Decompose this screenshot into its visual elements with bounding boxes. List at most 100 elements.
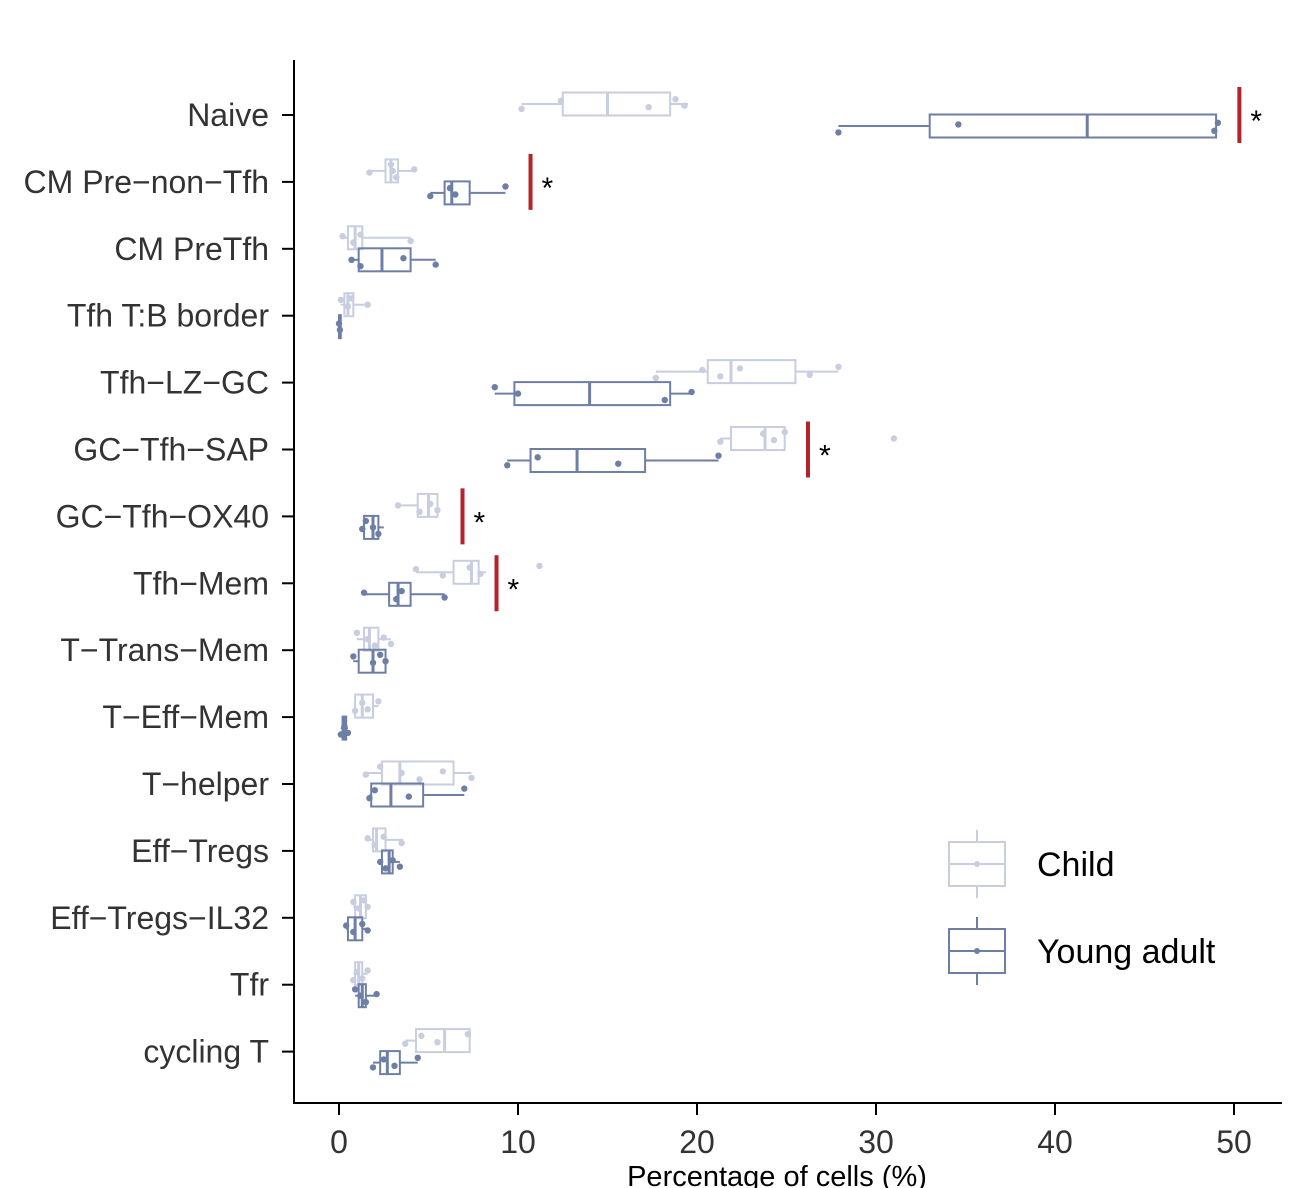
young-adult-point: [389, 857, 396, 864]
child-point: [699, 366, 706, 374]
young-adult-box: [513, 381, 672, 407]
child-point: [380, 833, 387, 840]
child-point: [736, 365, 744, 372]
young-adult-point: [461, 785, 468, 792]
young-adult-point: [382, 865, 389, 872]
young-adult-point: [441, 594, 448, 601]
x-tick-label: 0: [330, 1124, 348, 1160]
y-tick-label: Tfh−Mem: [133, 565, 269, 601]
young-adult-box: [379, 1050, 401, 1076]
child-point: [371, 841, 378, 848]
significance-marker: *: [1250, 105, 1262, 138]
child-point: [359, 975, 366, 982]
child-point: [890, 435, 898, 442]
significance-marker: *: [474, 506, 486, 539]
young-adult-point: [376, 858, 384, 866]
child-box: [372, 827, 387, 853]
child-point: [434, 507, 441, 514]
young-adult-point: [376, 651, 384, 658]
significance-marker: *: [508, 573, 520, 606]
child-point: [760, 430, 767, 437]
child-point: [418, 1032, 425, 1040]
category-group: [335, 292, 371, 340]
y-tick-label: CM Pre−non−Tfh: [24, 164, 269, 200]
y-tick-label: cycling T: [143, 1034, 269, 1070]
child-point: [350, 976, 357, 984]
child-point: [364, 967, 371, 974]
y-tick-label: Tfh T:B border: [67, 298, 270, 334]
young-adult-point: [452, 191, 459, 198]
ticks: Naive CM Pre−non−Tfh CM PreTfh Tfh T:B bord…: [24, 97, 1252, 1160]
x-tick-label: 40: [1037, 1124, 1073, 1160]
young-adult-point: [688, 388, 695, 396]
legend-key-point: [974, 948, 980, 954]
child-point: [416, 776, 423, 783]
young-adult-point: [344, 729, 352, 737]
category-group: *: [366, 153, 554, 210]
young-adult-point: [362, 517, 370, 525]
young-adult-point: [398, 587, 405, 595]
child-point: [360, 897, 368, 904]
young-adult-point: [369, 524, 377, 531]
young-adult-point: [364, 927, 371, 934]
young-adult-point: [359, 920, 366, 928]
child-point: [434, 1039, 441, 1046]
young-adult-point: [427, 192, 434, 200]
child-point: [672, 96, 679, 103]
young-adult-point: [955, 121, 962, 128]
plot-marks: * * * * *: [335, 87, 1262, 1076]
child-point: [353, 968, 361, 976]
young-adult-box: [529, 448, 647, 473]
y-tick-label: Eff−Tregs−IL32: [50, 900, 269, 936]
category-group: [362, 760, 475, 808]
child-point: [781, 428, 788, 436]
child-point: [364, 835, 371, 842]
x-axis-title: Percentage of cells (%): [627, 1161, 927, 1188]
child-point: [394, 502, 402, 509]
young-adult-point: [405, 793, 413, 800]
category-group: [350, 961, 380, 1009]
child-point: [717, 438, 724, 445]
young-adult-point: [337, 731, 344, 738]
young-adult-point: [1211, 127, 1218, 134]
young-adult-point: [446, 184, 454, 192]
y-tick-label: Tfr: [230, 967, 269, 1003]
child-point: [371, 642, 378, 649]
child-point: [364, 903, 371, 910]
child-point: [439, 768, 447, 775]
young-adult-point: [335, 320, 343, 327]
child-point: [468, 774, 475, 781]
child-point: [439, 572, 447, 579]
young-adult-point: [357, 263, 364, 270]
child-point: [357, 231, 364, 238]
young-adult-point: [835, 129, 842, 136]
child-point: [518, 105, 525, 113]
young-adult-point: [348, 256, 355, 263]
young-adult-box: [443, 180, 471, 206]
x-tick-label: 10: [500, 1124, 536, 1160]
young-adult-box: [928, 113, 1218, 139]
child-point: [389, 167, 396, 175]
child-point: [362, 771, 370, 778]
significance-marker: *: [542, 172, 554, 205]
young-adult-point: [373, 990, 380, 998]
child-box: [354, 693, 375, 719]
young-adult-point: [359, 525, 366, 533]
child-point: [376, 763, 384, 770]
category-group: *: [518, 87, 1262, 143]
x-tick-label: 50: [1216, 1124, 1252, 1160]
young-adult-point: [382, 658, 389, 665]
category-group: [342, 894, 371, 942]
young-adult-point: [350, 928, 357, 936]
young-adult-point: [502, 183, 509, 190]
young-adult-box: [388, 581, 412, 607]
y-tick-label: GC−Tfh−OX40: [56, 498, 269, 534]
young-adult-point: [414, 1054, 421, 1062]
child-point: [407, 237, 414, 245]
child-point: [398, 839, 405, 847]
young-adult-point: [360, 589, 368, 596]
child-box: [561, 91, 672, 117]
child-point: [652, 374, 660, 382]
child-point: [380, 634, 387, 641]
